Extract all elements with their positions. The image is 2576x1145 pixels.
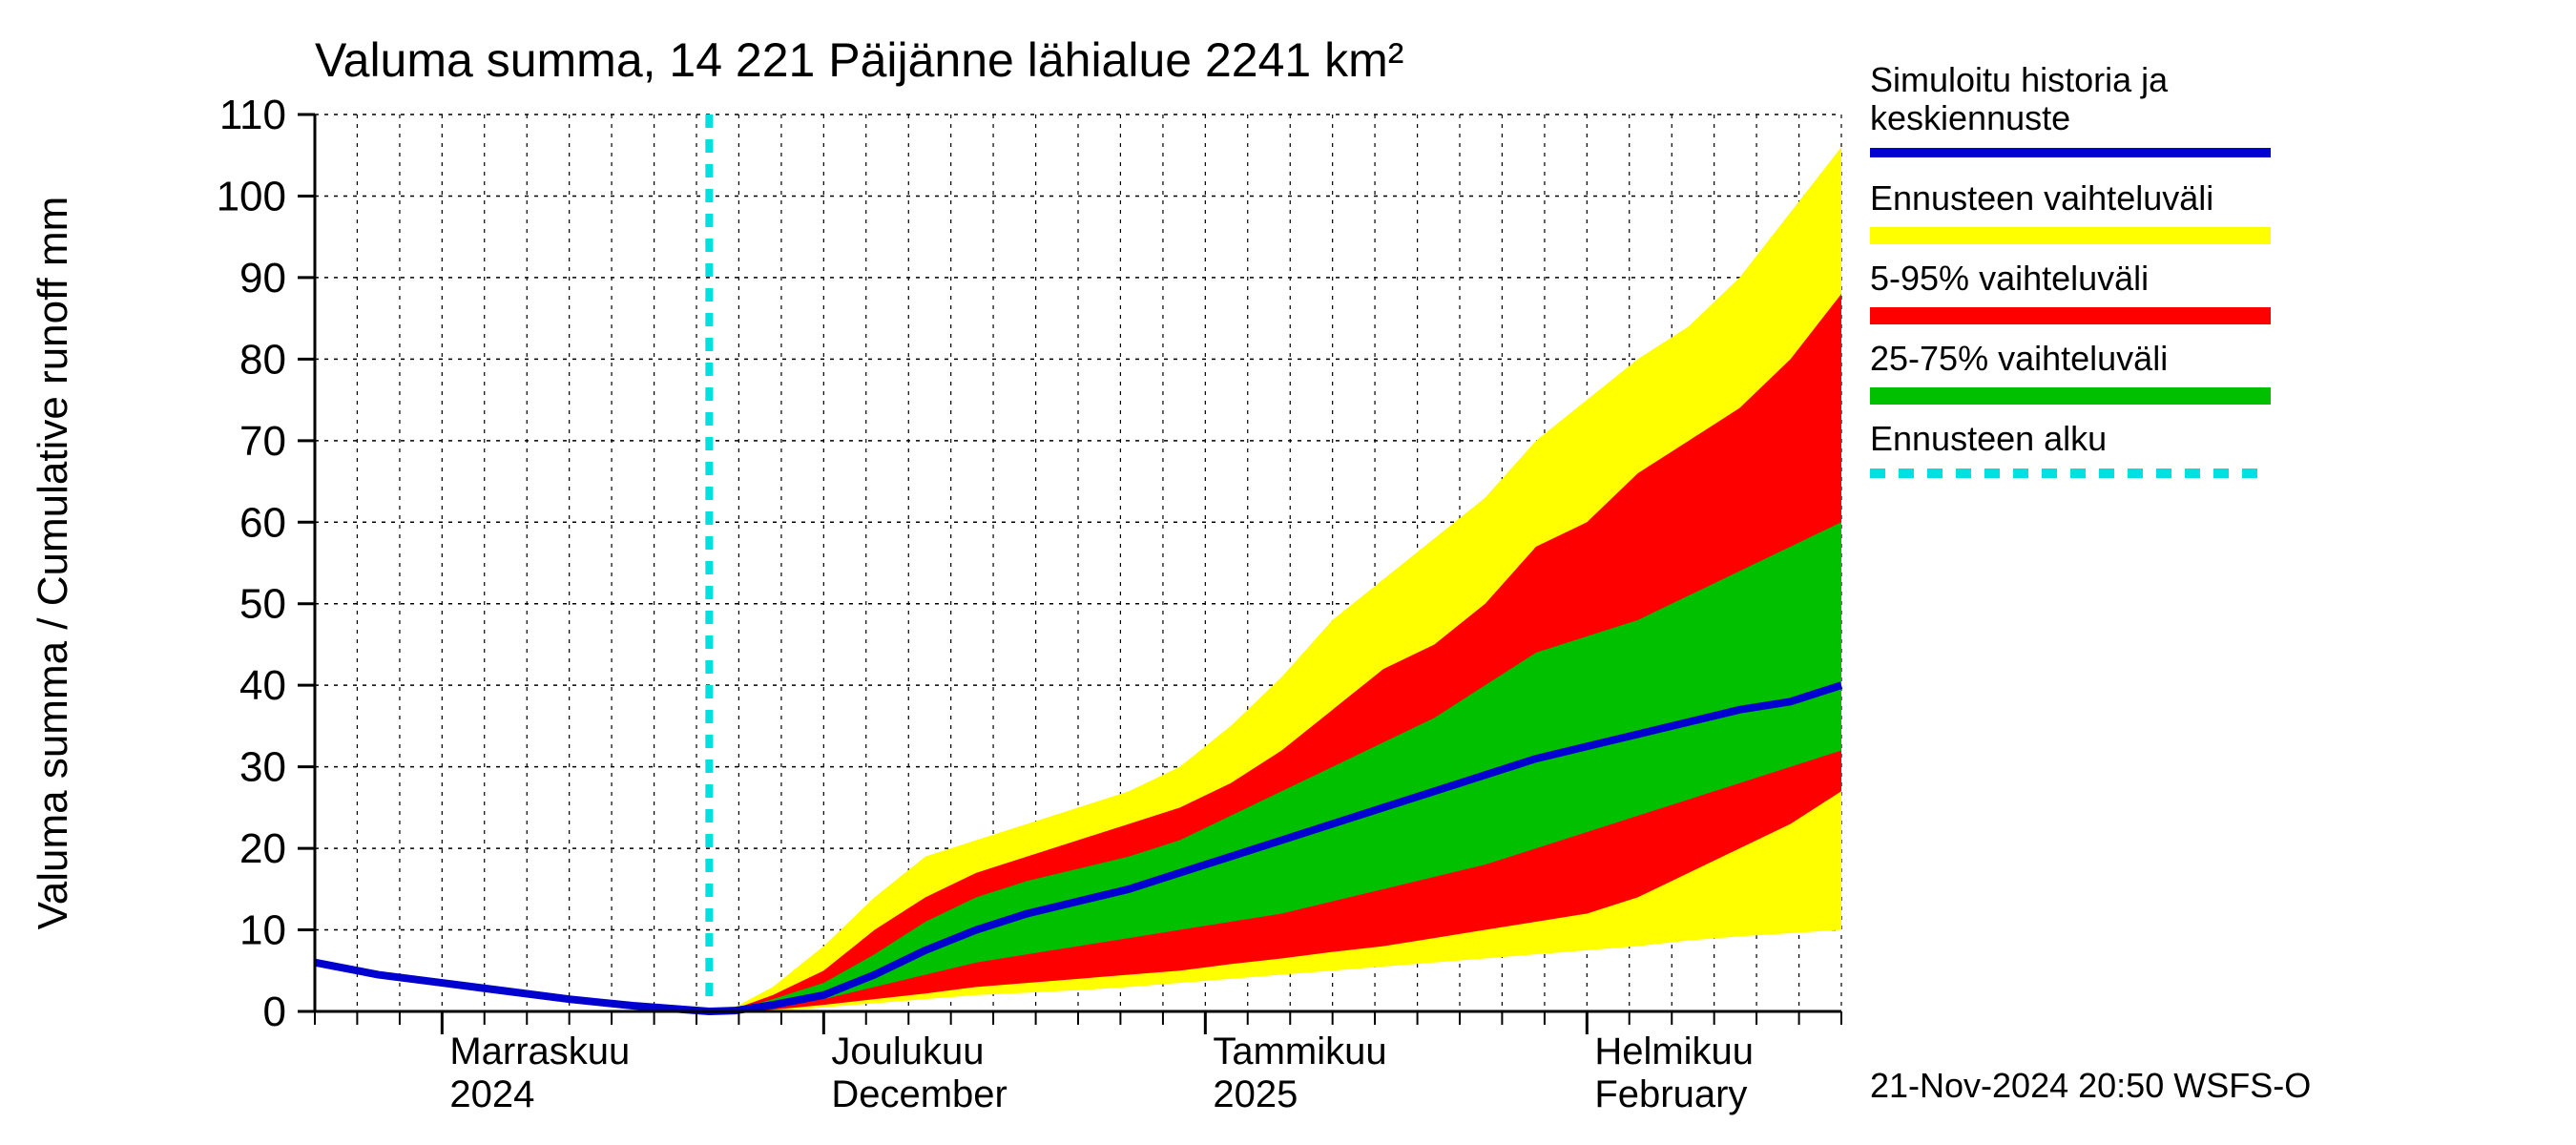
chart-footer: 21-Nov-2024 20:50 WSFS-O (1870, 1066, 2311, 1105)
y-tick-label: 60 (239, 499, 286, 546)
y-axis-label: Valuma summa / Cumulative runoff mm (30, 197, 76, 930)
x-tick-sublabel: December (831, 1073, 1008, 1115)
x-tick-label: Marraskuu (449, 1030, 630, 1072)
legend-label: Ennusteen vaihteluväli (1870, 178, 2213, 218)
x-tick-sublabel: February (1594, 1073, 1747, 1115)
y-tick-label: 20 (239, 825, 286, 872)
legend-label: Ennusteen alku (1870, 419, 2107, 458)
x-tick-sublabel: 2025 (1213, 1073, 1298, 1115)
chart-container: 0 10 20 30 40 50 60 70 80 90 100 110 Marraskuu2024 Jo… (0, 0, 2576, 1145)
y-tick-label: 10 (239, 907, 286, 954)
y-tick-label: 30 (239, 744, 286, 791)
legend-swatch (1870, 387, 2271, 405)
legend-label: 5-95% vaihteluväli (1870, 259, 2149, 298)
y-tick-label: 50 (239, 581, 286, 628)
legend-swatch (1870, 307, 2271, 324)
legend-label: 25-75% vaihteluväli (1870, 339, 2168, 378)
x-tick-label: Joulukuu (831, 1030, 984, 1072)
x-tick-sublabel: 2024 (449, 1073, 534, 1115)
x-tick-label: Tammikuu (1213, 1030, 1386, 1072)
y-tick-label: 80 (239, 336, 286, 383)
x-tick-label: Helmikuu (1594, 1030, 1754, 1072)
chart-title: Valuma summa, 14 221 Päijänne lähialue 2… (315, 33, 1403, 87)
runoff-chart: 0 10 20 30 40 50 60 70 80 90 100 110 Marraskuu2024 Jo… (0, 0, 2576, 1145)
y-tick-label: 40 (239, 662, 286, 709)
legend-swatch (1870, 227, 2271, 244)
y-tick-label: 70 (239, 418, 286, 465)
y-tick-label: 90 (239, 255, 286, 302)
y-tick-label: 100 (217, 173, 286, 219)
y-tick-label: 110 (219, 92, 286, 138)
y-tick-label: 0 (263, 989, 286, 1035)
legend-label: keskiennuste (1870, 98, 2070, 137)
legend-label: Simuloitu historia ja (1870, 60, 2169, 99)
